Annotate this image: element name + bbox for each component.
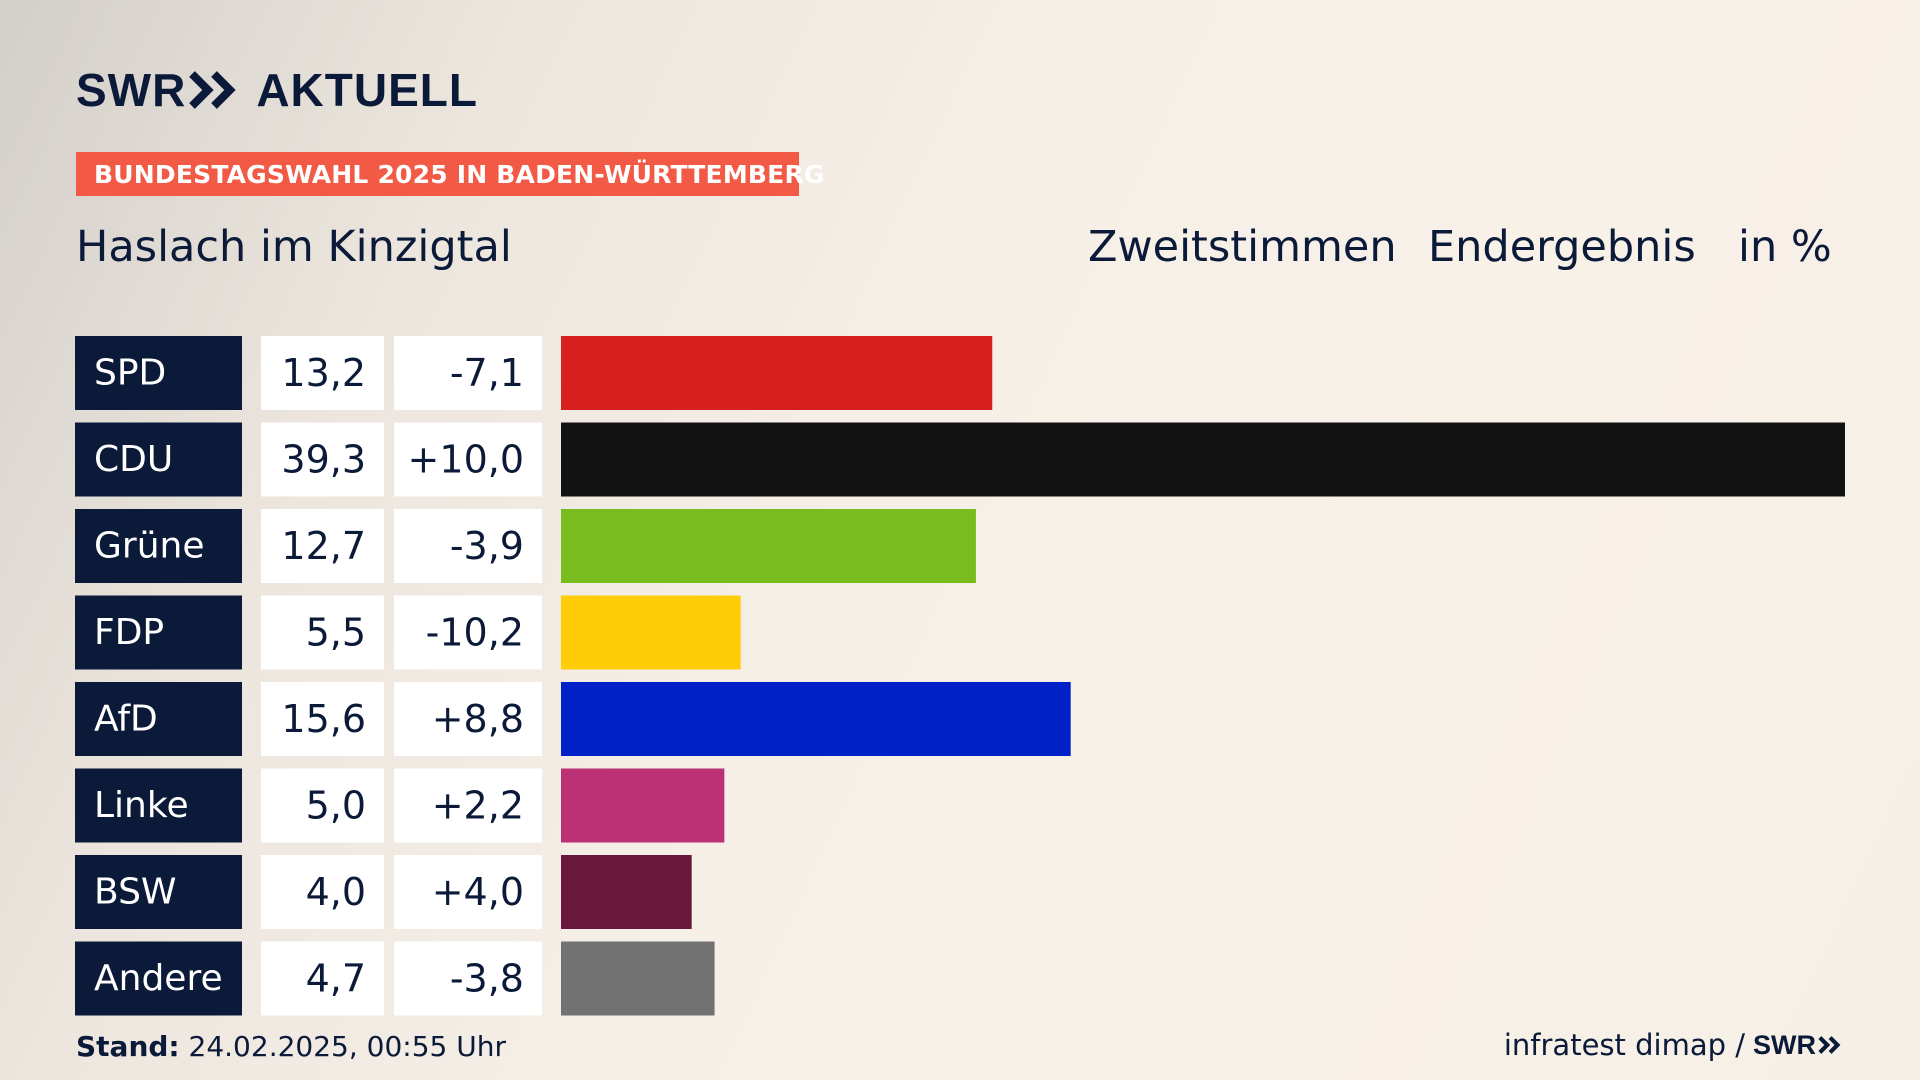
share-cell [261,422,384,497]
party-label-box [75,595,242,670]
share-cell [261,682,384,756]
bar-andere [561,941,715,1016]
share-value: 13,2 [281,351,366,395]
party-label-box [75,768,242,843]
aktuell-logo-text: AKTUELL [256,64,478,116]
party-label-box [75,336,242,410]
change-value: -10,2 [426,611,524,655]
party-label: SPD [94,353,166,394]
bar-afd [561,682,1071,756]
vote-type-label: Zweitstimmen [1088,222,1397,272]
share-cell [261,595,384,670]
share-value: 39,3 [281,438,366,482]
party-label-box [75,682,242,756]
share-value: 12,7 [281,524,366,568]
change-cell [394,768,542,843]
result-status-label: Endergebnis [1428,222,1696,272]
source-text: infratest dimap / [1503,1028,1745,1062]
election-banner: BUNDESTAGSWAHL 2025 IN BADEN-WÜRTTEMBERG [76,152,824,196]
change-value: -3,9 [450,524,524,568]
bar-cdu [561,422,1845,497]
place-title: Haslach im Kinzigtal [76,222,512,272]
share-cell [261,768,384,843]
double-chevron-icon [189,71,236,109]
change-cell [394,855,542,929]
change-value: +2,2 [432,784,524,828]
party-label: Linke [94,785,189,826]
change-value: +4,0 [432,870,524,914]
party-label-box [75,509,242,583]
party-label: FDP [94,612,164,653]
party-label-box [75,941,242,1016]
party-label: AfD [94,699,158,740]
bar-fdp [561,595,741,670]
timestamp: Stand: 24.02.2025, 00:55 Uhr [76,1030,506,1063]
share-value: 15,6 [281,697,366,741]
change-cell [394,682,542,756]
party-label: Grüne [94,526,204,567]
double-chevron-icon [1818,1036,1841,1054]
swr-mini-logo: SWR [1753,1030,1844,1061]
swr-mini-logo-text: SWR [1753,1029,1816,1060]
change-cell [394,422,542,497]
swr-logo-text: SWR [76,64,187,116]
change-cell [394,941,542,1016]
change-cell [394,509,542,583]
party-label: Andere [94,958,223,999]
share-value: 4,7 [306,957,366,1001]
source-credit: infratest dimap / SWR [1504,1028,1844,1062]
party-label-box [75,422,242,497]
share-value: 5,0 [306,784,366,828]
party-label: BSW [94,872,177,913]
swr-aktuell-logo: SWR AKTUELL [76,64,478,116]
bar-spd [561,336,993,410]
change-value: +8,8 [432,697,524,741]
stand-value: 24.02.2025, 00:55 Uhr [188,1030,506,1063]
share-cell [261,855,384,929]
change-cell [394,595,542,670]
stand-label: Stand: [76,1030,180,1063]
unit-label: in % [1738,222,1832,272]
change-cell [394,336,542,410]
share-cell [261,941,384,1016]
share-value: 4,0 [306,870,366,914]
share-value: 5,5 [306,611,366,655]
change-value: -3,8 [450,957,524,1001]
change-value: +10,0 [408,438,524,482]
change-value: -7,1 [450,351,524,395]
party-label-box [75,855,242,929]
party-label: CDU [94,439,173,480]
bar-linke [561,768,725,843]
bar-bsw [561,855,692,929]
bar-grüne [561,509,976,583]
share-cell [261,336,384,410]
share-cell [261,509,384,583]
